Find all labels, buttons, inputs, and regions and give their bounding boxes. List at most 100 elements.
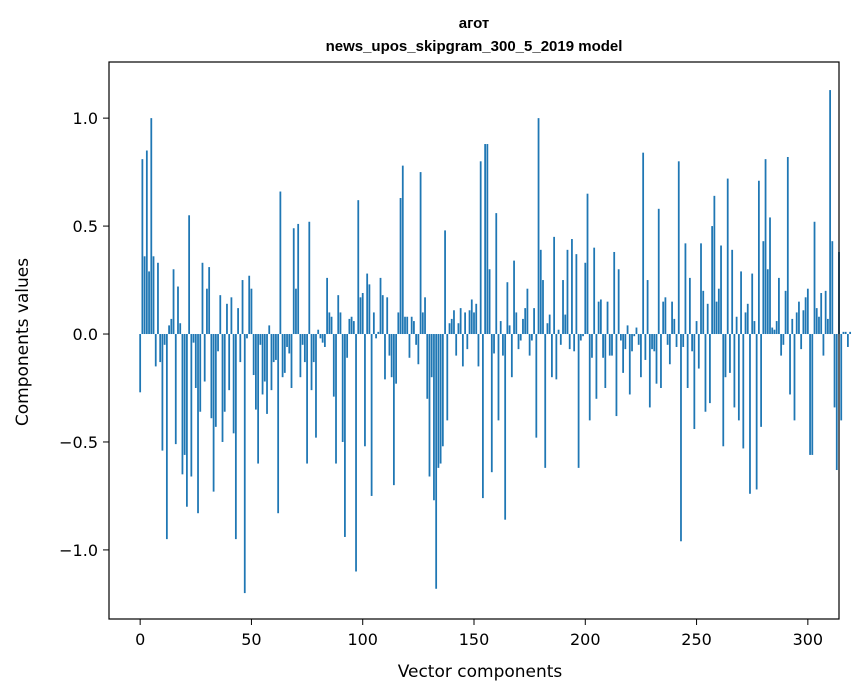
bar-17 <box>177 286 179 335</box>
bar-190 <box>562 280 564 335</box>
bar-189 <box>559 334 562 345</box>
bar-16 <box>174 334 177 445</box>
bar-99 <box>359 297 362 335</box>
bar-101 <box>364 334 366 447</box>
bars-group <box>139 90 852 594</box>
bar-24 <box>192 334 195 343</box>
bar-69 <box>292 228 295 335</box>
bar-49 <box>248 275 251 335</box>
bar-245 <box>684 243 687 335</box>
bar-240 <box>673 318 676 335</box>
bar-91 <box>341 334 344 442</box>
y-tick-label: −0.5 <box>59 433 98 452</box>
bar-283 <box>769 217 771 335</box>
bar-11 <box>163 334 166 345</box>
bar-159 <box>493 334 495 354</box>
bar-223 <box>635 327 638 335</box>
bar-153 <box>479 161 482 335</box>
bar-258 <box>713 195 716 335</box>
bar-117 <box>399 198 402 335</box>
bar-18 <box>179 323 182 335</box>
bar-22 <box>188 215 191 335</box>
y-axis-label: Components values <box>13 258 33 426</box>
bar-235 <box>662 301 665 335</box>
bar-174 <box>526 288 529 335</box>
bar-176 <box>530 334 533 341</box>
bar-168 <box>513 260 515 335</box>
bar-75 <box>306 334 308 464</box>
bar-7 <box>154 334 157 367</box>
bar-196 <box>575 254 578 335</box>
bar-27 <box>199 334 202 412</box>
bar-125 <box>417 334 420 365</box>
bar-164 <box>504 334 507 520</box>
bar-155 <box>484 144 487 335</box>
bar-259 <box>715 301 718 335</box>
bar-260 <box>717 288 720 335</box>
chart-title-line-2: news_upos_skipgram_300_5_2019 model <box>326 38 623 55</box>
bar-182 <box>544 334 547 468</box>
bar-94 <box>348 318 351 335</box>
bar-106 <box>375 334 377 339</box>
bar-197 <box>577 334 580 468</box>
bar-97 <box>355 334 357 572</box>
bar-14 <box>170 318 173 335</box>
bar-110 <box>384 334 386 380</box>
bar-316 <box>842 331 845 335</box>
bar-310 <box>829 90 831 335</box>
bar-154 <box>482 334 484 499</box>
bar-268 <box>735 316 738 335</box>
bar-23 <box>190 334 193 477</box>
bar-173 <box>524 308 527 335</box>
bar-6 <box>152 256 155 335</box>
bar-234 <box>660 334 662 388</box>
bar-276 <box>753 321 756 335</box>
bar-162 <box>499 321 502 335</box>
bar-55 <box>261 334 264 395</box>
bar-72 <box>299 334 302 378</box>
x-tick-label: 300 <box>793 630 824 649</box>
bar-308 <box>824 290 827 335</box>
bar-90 <box>339 312 342 335</box>
bar-183 <box>546 323 549 335</box>
bar-261 <box>720 245 722 335</box>
bar-302 <box>811 334 814 455</box>
bar-270 <box>740 271 742 335</box>
bar-177 <box>533 308 535 335</box>
x-axis-ticks: 0 50 100 150 200 250 300 <box>135 619 823 649</box>
bar-238 <box>668 334 671 365</box>
bar-221 <box>631 334 633 352</box>
bar-219 <box>626 325 629 335</box>
x-tick-label: 50 <box>241 630 261 649</box>
bar-60 <box>272 334 275 363</box>
bar-104 <box>370 334 373 496</box>
bar-254 <box>704 334 707 412</box>
bar-158 <box>490 334 493 473</box>
bar-137 <box>444 230 446 335</box>
bar-232 <box>655 334 658 384</box>
bar-114 <box>392 334 395 486</box>
bar-291 <box>786 156 789 335</box>
bar-9 <box>159 334 162 363</box>
bar-56 <box>263 334 266 382</box>
bar-211 <box>608 334 611 356</box>
bar-169 <box>515 312 518 335</box>
bar-38 <box>223 334 226 412</box>
bar-151 <box>475 303 478 335</box>
bar-67 <box>288 334 291 354</box>
bar-118 <box>401 165 404 335</box>
bar-136 <box>441 334 444 447</box>
bar-288 <box>780 334 783 356</box>
bar-73 <box>301 334 304 345</box>
bar-57 <box>266 334 268 414</box>
bar-233 <box>657 208 660 335</box>
bar-247 <box>688 277 691 335</box>
bar-246 <box>686 334 689 388</box>
bar-255 <box>706 303 709 335</box>
bar-298 <box>802 310 805 335</box>
bar-68 <box>290 334 293 388</box>
bar-256 <box>709 334 711 404</box>
bar-265 <box>729 334 731 373</box>
bar-171 <box>519 334 522 341</box>
bar-64 <box>281 334 284 378</box>
